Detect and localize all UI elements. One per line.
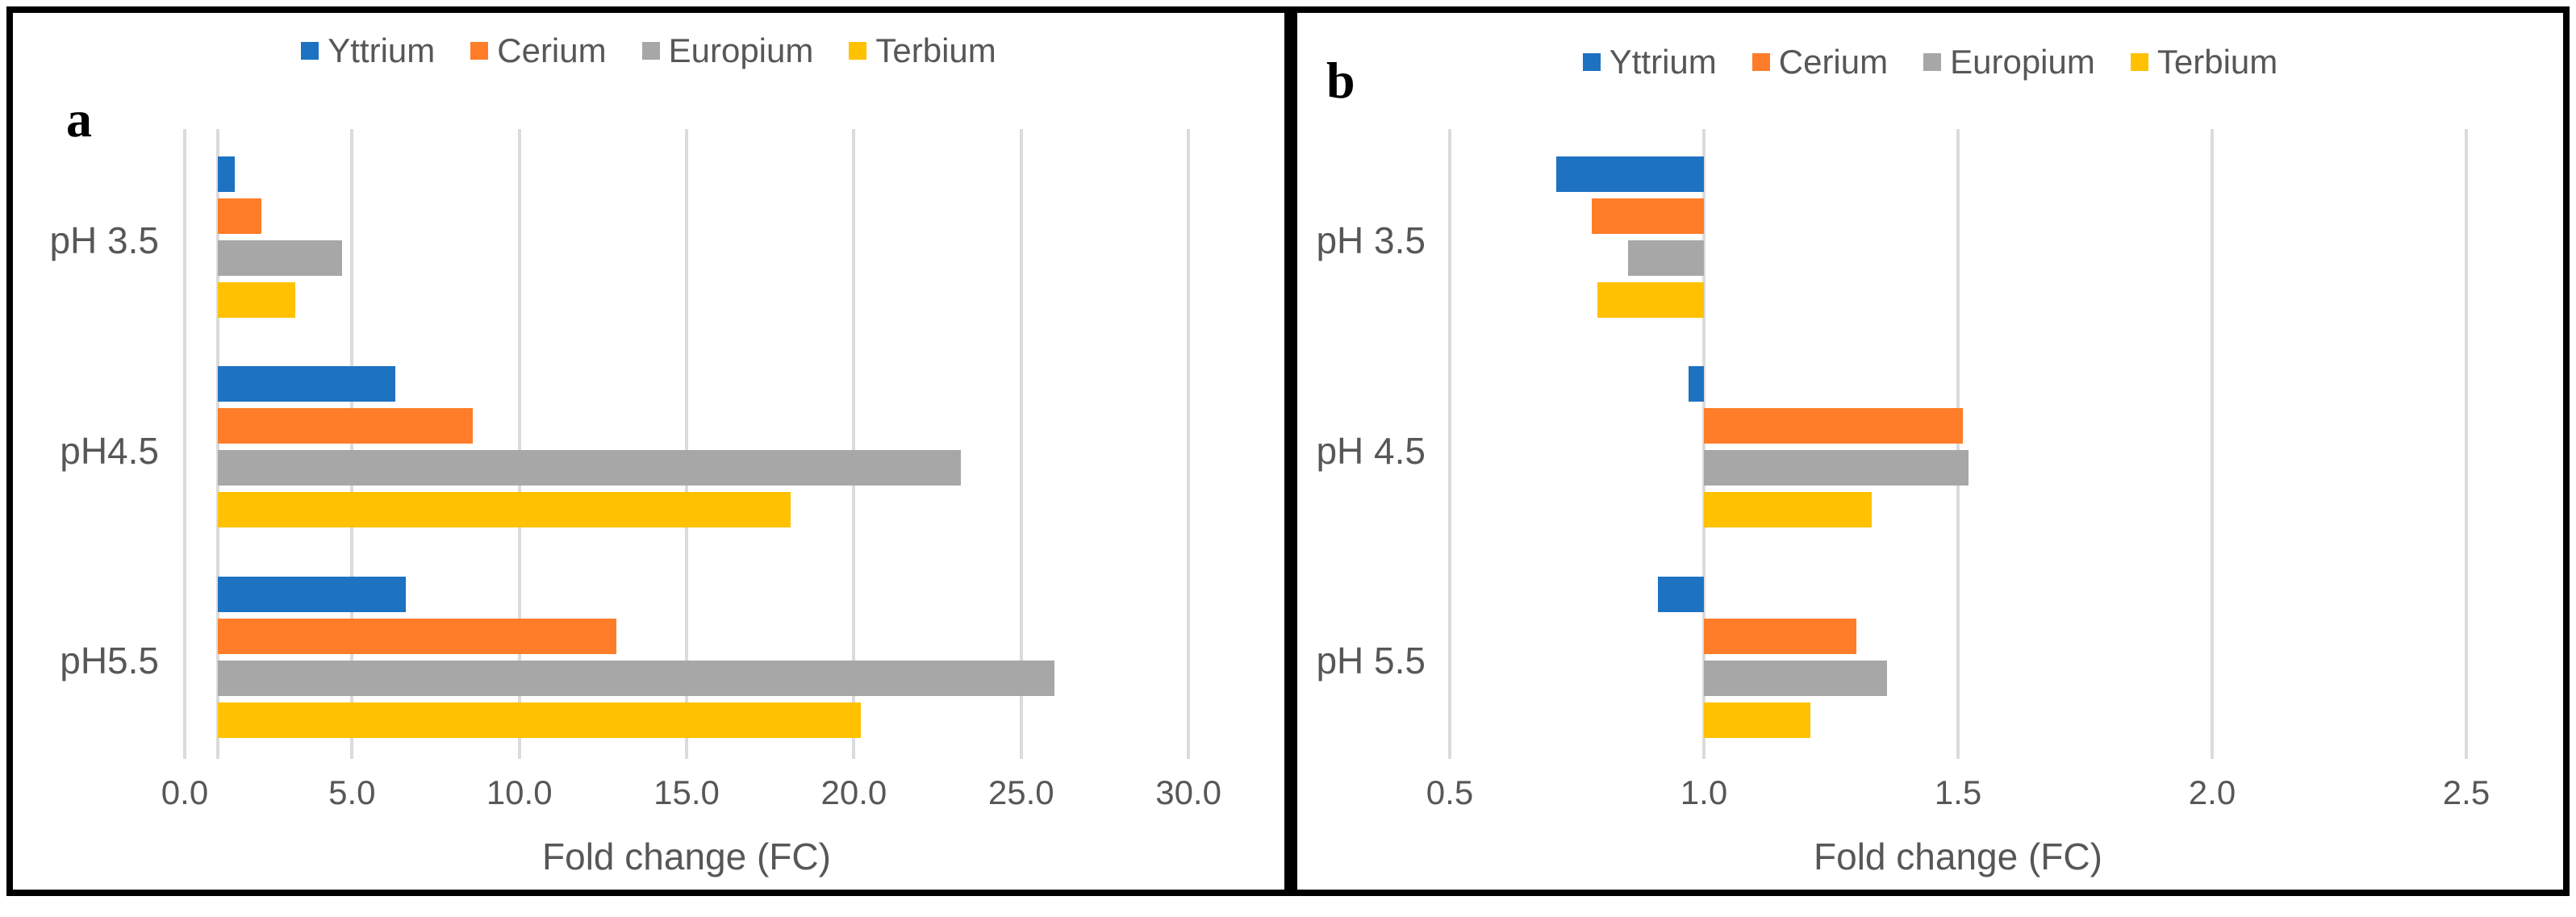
legend-label: Europium [1950,43,2095,81]
two-panel-bar-figure: a Yttrium Cerium Europium Terbium pH 3.5 pH4… [6,6,2570,896]
bar-terbium-1 [218,282,295,318]
gridline [1702,129,1706,759]
x-tick-label: 10.0 [486,773,553,811]
legend-swatch-icon [301,42,319,60]
legend-b: Yttrium Cerium Europium Terbium [1297,45,2563,79]
legend-label: Yttrium [328,31,436,69]
x-tick-label: 5.0 [328,773,376,811]
legend-swatch-icon [1582,53,1601,71]
bar-europium-1 [1627,240,1704,276]
bar-europium-1 [218,240,342,276]
gridline [1019,129,1023,759]
x-axis-title-a: Fold change (FC) [542,836,831,877]
bar-cerium-1 [1592,198,1704,234]
gridline [517,129,521,759]
x-tick-label: 2.5 [2442,773,2490,811]
bar-terbium-1 [1597,282,1704,318]
legend-swatch-icon [2130,53,2148,71]
category-label: pH 3.5 [49,219,159,262]
bar-terbium-2 [1704,492,1872,528]
bar-cerium-3 [218,618,616,654]
legend-swatch-icon [1923,53,1942,71]
legend-item-terbium: Terbium [2130,43,2278,81]
legend-item-europium: Europium [641,31,814,69]
legend-label: Yttrium [1609,43,1717,81]
legend-item-europium: Europium [1923,45,2095,79]
bar-yttrium-3 [218,576,406,612]
x-tick-label: 1.5 [1934,773,1982,811]
legend-swatch-icon [849,42,867,60]
bar-cerium-3 [1704,618,1856,654]
category-label: pH5.5 [60,639,159,681]
bar-terbium-3 [1704,702,1811,738]
x-tick-label: 15.0 [653,773,720,811]
x-axis-title-b: Fold change (FC) [1814,836,2102,877]
bar-terbium-2 [218,492,791,528]
category-label: pH 3.5 [1316,219,1426,262]
legend-label: Europium [668,31,814,69]
gridline [2211,129,2214,759]
bar-yttrium-2 [1689,366,1704,402]
x-tick-label: 0.0 [161,773,209,811]
gridline [685,129,689,759]
panel-letter-b: b [1326,52,1355,109]
panel-b: b Yttrium Cerium Europium Terbium pH 3.5 pH … [1291,6,2570,896]
gridline [216,129,220,759]
gridline [1187,129,1191,759]
legend-item-yttrium: Yttrium [301,34,435,68]
legend-label: Cerium [497,31,607,69]
gridline [1448,129,1451,759]
legend-a: Yttrium Cerium Europium Terbium [13,34,1284,68]
bar-yttrium-1 [1556,156,1704,192]
bar-cerium-1 [218,198,262,234]
legend-label: Terbium [875,31,996,69]
x-tick-label: 1.0 [1680,773,1728,811]
bar-yttrium-3 [1658,576,1704,612]
legend-item-cerium: Cerium [470,31,607,69]
legend-label: Terbium [2156,43,2278,81]
bar-yttrium-2 [218,366,396,402]
legend-item-terbium: Terbium [849,34,996,68]
bar-europium-2 [218,450,962,486]
legend-label: Cerium [1778,43,1889,81]
x-tick-label: 25.0 [987,773,1054,811]
x-tick-label: 0.5 [1426,773,1474,811]
legend-item-yttrium: Yttrium [1582,43,1717,81]
bar-yttrium-1 [218,156,236,192]
bar-europium-2 [1704,450,1969,486]
bar-europium-3 [1704,660,1887,696]
category-label: pH4.5 [60,429,159,472]
gridline [183,129,186,759]
x-tick-label: 20.0 [820,773,887,811]
gridline [350,129,354,759]
panel-letter-a: a [66,90,92,148]
category-label: pH 5.5 [1316,639,1426,681]
gridline [1956,129,1960,759]
gridline [852,129,856,759]
bar-cerium-2 [218,408,473,444]
legend-item-cerium: Cerium [1751,43,1889,81]
bar-terbium-3 [218,702,861,738]
legend-swatch-icon [470,42,489,60]
panel-a: a Yttrium Cerium Europium Terbium pH 3.5 pH4… [6,6,1291,896]
legend-swatch-icon [641,42,660,60]
category-label: pH 4.5 [1316,429,1426,472]
x-tick-label: 2.0 [2188,773,2236,811]
bar-cerium-2 [1704,408,1964,444]
legend-swatch-icon [1751,53,1770,71]
x-tick-label: 30.0 [1155,773,1221,811]
bar-europium-3 [218,660,1055,696]
gridline [2465,129,2468,759]
